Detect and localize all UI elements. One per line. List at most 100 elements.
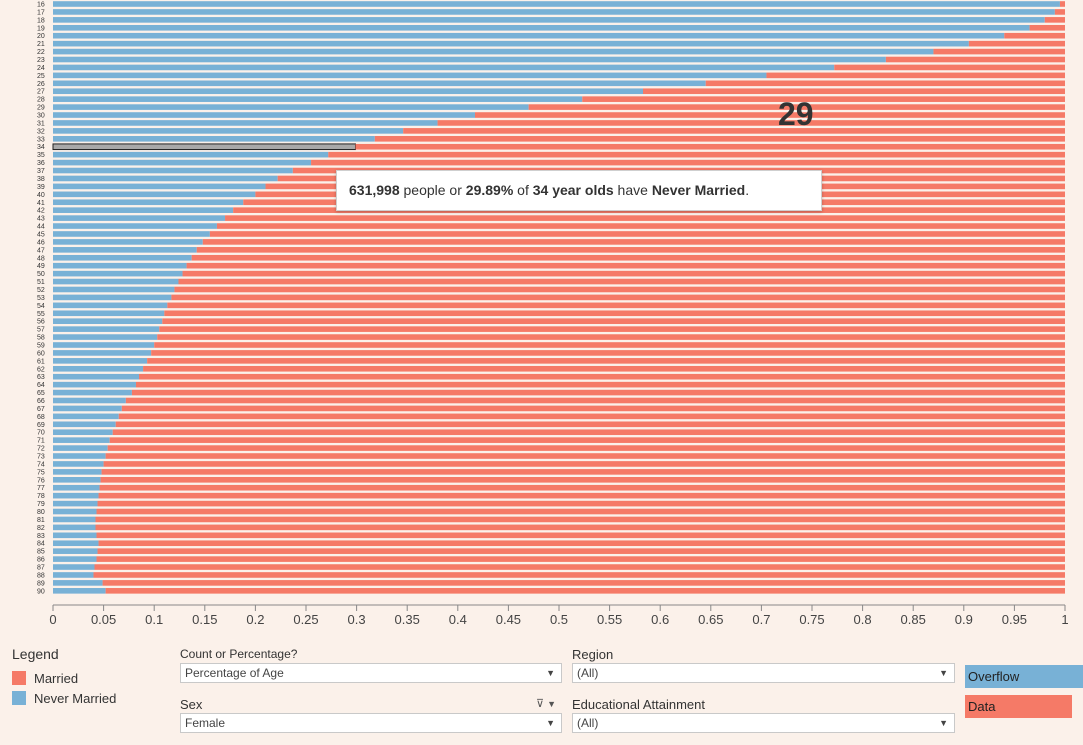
bar-never-married-age-60[interactable]: [53, 350, 152, 356]
bar-married-age-62[interactable]: [143, 365, 1065, 372]
bar-married-age-75[interactable]: [101, 469, 1066, 475]
bar-never-married-age-57[interactable]: [53, 326, 160, 332]
bar-married-age-28[interactable]: [582, 96, 1065, 102]
bar-never-married-age-65[interactable]: [53, 389, 132, 396]
bar-married-age-47[interactable]: [196, 247, 1066, 253]
bar-never-married-age-17[interactable]: [53, 9, 1055, 15]
bar-married-age-48[interactable]: [191, 254, 1066, 261]
legend-item-married[interactable]: Married: [12, 668, 116, 688]
bar-never-married-age-37[interactable]: [53, 167, 293, 174]
bar-married-age-43[interactable]: [225, 215, 1066, 221]
bar-never-married-age-27[interactable]: [53, 88, 643, 95]
bar-never-married-age-50[interactable]: [53, 270, 183, 277]
bar-never-married-age-16[interactable]: [53, 1, 1060, 7]
bar-never-married-age-22[interactable]: [53, 48, 934, 55]
bar-never-married-age-24[interactable]: [53, 64, 835, 71]
bar-never-married-age-82[interactable]: [53, 524, 96, 531]
bar-never-married-age-48[interactable]: [53, 254, 192, 261]
bar-never-married-age-28[interactable]: [53, 96, 583, 102]
bar-married-age-74[interactable]: [103, 461, 1066, 467]
legend-item-never-married[interactable]: Never Married: [12, 688, 116, 708]
chevron-down-icon[interactable]: ▼: [546, 668, 555, 678]
bar-never-married-age-69[interactable]: [53, 421, 116, 428]
bar-married-age-82[interactable]: [95, 524, 1065, 531]
bar-married-age-27[interactable]: [642, 88, 1065, 95]
bar-never-married-age-72[interactable]: [53, 445, 108, 451]
bar-married-age-80[interactable]: [96, 508, 1066, 515]
bar-never-married-age-55[interactable]: [53, 310, 165, 317]
bar-married-age-61[interactable]: [147, 358, 1066, 364]
region-select[interactable]: (All) ▼: [572, 663, 955, 683]
bar-never-married-age-51[interactable]: [53, 278, 179, 285]
bar-married-age-16[interactable]: [1059, 1, 1065, 7]
bar-married-age-89[interactable]: [102, 580, 1065, 586]
bar-married-age-57[interactable]: [159, 326, 1065, 332]
bar-married-age-76[interactable]: [100, 477, 1065, 483]
bar-never-married-age-32[interactable]: [53, 128, 404, 134]
bar-never-married-age-89[interactable]: [53, 580, 103, 586]
bar-never-married-age-75[interactable]: [53, 469, 102, 475]
bar-married-age-19[interactable]: [1029, 24, 1065, 31]
bar-never-married-age-83[interactable]: [53, 532, 97, 539]
bar-married-age-46[interactable]: [202, 239, 1065, 245]
bar-never-married-age-47[interactable]: [53, 247, 197, 253]
bar-married-age-64[interactable]: [135, 381, 1065, 388]
bar-never-married-age-34[interactable]: [52, 143, 356, 151]
bar-married-age-50[interactable]: [182, 270, 1065, 277]
bar-never-married-age-40[interactable]: [53, 191, 256, 198]
clear-filter-icon[interactable]: ⊽ ▼: [536, 697, 556, 710]
bar-never-married-age-41[interactable]: [53, 199, 244, 206]
bar-married-age-52[interactable]: [174, 286, 1065, 293]
bar-married-age-66[interactable]: [125, 397, 1065, 404]
bar-married-age-65[interactable]: [131, 389, 1065, 396]
bar-never-married-age-66[interactable]: [53, 397, 126, 404]
bar-never-married-age-81[interactable]: [53, 516, 96, 523]
bar-never-married-age-25[interactable]: [53, 72, 767, 79]
bar-never-married-age-45[interactable]: [53, 231, 210, 237]
bar-never-married-age-61[interactable]: [53, 358, 148, 364]
bar-never-married-age-18[interactable]: [53, 17, 1045, 23]
bar-never-married-age-64[interactable]: [53, 381, 136, 388]
bar-married-age-68[interactable]: [118, 413, 1065, 420]
bar-never-married-age-44[interactable]: [53, 223, 217, 229]
bar-never-married-age-33[interactable]: [53, 136, 375, 142]
bar-never-married-age-90[interactable]: [53, 588, 106, 594]
bar-never-married-age-43[interactable]: [53, 215, 226, 221]
bar-married-age-90[interactable]: [105, 588, 1065, 594]
bar-never-married-age-58[interactable]: [53, 334, 158, 340]
bar-never-married-age-68[interactable]: [53, 413, 119, 420]
bar-never-married-age-85[interactable]: [53, 548, 98, 554]
bar-married-age-30[interactable]: [475, 112, 1065, 118]
bar-never-married-age-20[interactable]: [53, 32, 1005, 39]
bar-married-age-78[interactable]: [98, 492, 1066, 499]
bar-never-married-age-46[interactable]: [53, 239, 203, 245]
bar-married-age-86[interactable]: [96, 556, 1066, 562]
bar-never-married-age-87[interactable]: [53, 564, 95, 570]
bar-married-age-84[interactable]: [98, 540, 1066, 547]
chevron-down-icon[interactable]: ▼: [939, 668, 948, 678]
bar-never-married-age-74[interactable]: [53, 461, 104, 467]
bar-married-age-49[interactable]: [186, 262, 1066, 269]
bar-married-age-56[interactable]: [162, 318, 1065, 324]
bar-never-married-age-39[interactable]: [53, 183, 266, 190]
bar-never-married-age-73[interactable]: [53, 453, 106, 459]
bar-married-age-72[interactable]: [107, 445, 1065, 451]
bar-married-age-79[interactable]: [97, 500, 1065, 507]
bar-never-married-age-67[interactable]: [53, 405, 122, 412]
bar-never-married-age-84[interactable]: [53, 540, 99, 547]
chevron-down-icon[interactable]: ▼: [939, 718, 948, 728]
bar-never-married-age-86[interactable]: [53, 556, 97, 562]
bar-never-married-age-26[interactable]: [53, 80, 706, 87]
bar-married-age-73[interactable]: [105, 453, 1065, 459]
bar-married-age-20[interactable]: [1004, 32, 1065, 39]
bar-married-age-83[interactable]: [96, 532, 1066, 539]
bar-never-married-age-79[interactable]: [53, 500, 98, 507]
bar-married-age-55[interactable]: [164, 310, 1065, 317]
bar-married-age-51[interactable]: [178, 278, 1065, 285]
bar-never-married-age-62[interactable]: [53, 365, 144, 372]
bar-never-married-age-30[interactable]: [53, 112, 476, 118]
bar-married-age-59[interactable]: [154, 342, 1065, 348]
bar-never-married-age-23[interactable]: [53, 56, 886, 63]
bar-never-married-age-78[interactable]: [53, 492, 99, 499]
bar-never-married-age-59[interactable]: [53, 342, 155, 348]
